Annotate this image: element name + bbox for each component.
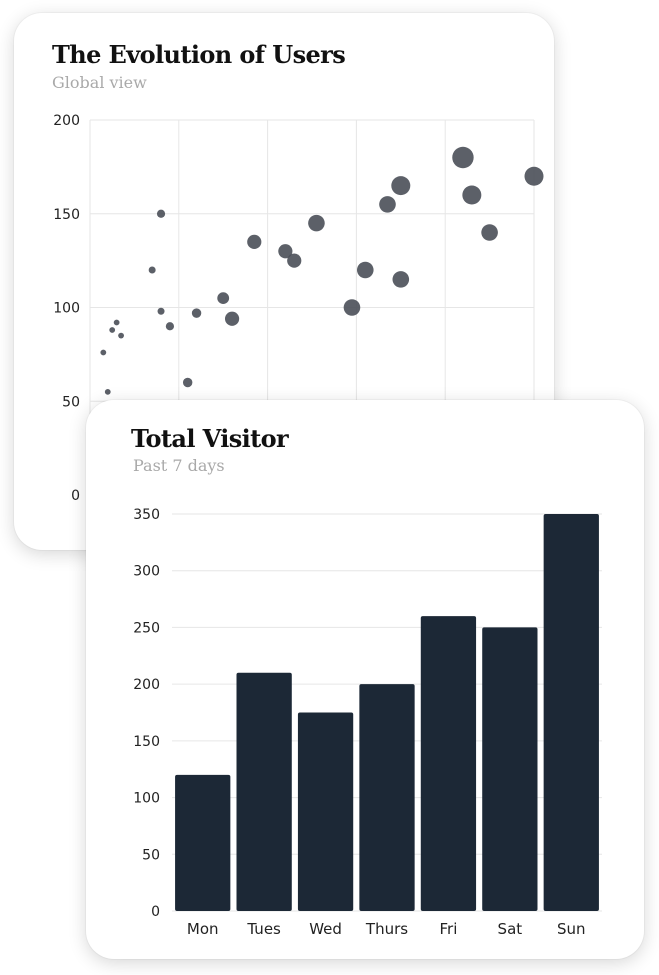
users-data-point	[452, 146, 474, 169]
visitor-y-tick-label: 150	[133, 734, 160, 750]
users-chart-title: The Evolution of Users	[52, 40, 346, 69]
users-data-point	[165, 322, 175, 331]
users-data-point	[391, 176, 411, 196]
visitor-y-tick-label: 100	[133, 791, 160, 807]
users-data-point	[287, 253, 302, 268]
visitor-bar	[236, 672, 292, 911]
visitor-x-category-label: Wed	[309, 920, 342, 938]
users-y-tick-label: 0	[71, 488, 80, 504]
visitor-bar	[420, 616, 477, 911]
users-data-point	[524, 166, 544, 186]
visitor-x-category-label: Sat	[498, 920, 523, 938]
visitor-bar	[175, 774, 231, 911]
visitor-bar-chart: 0 50 100 150 200 250 300 350 Mon Tues Wed Thurs Fri S…	[133, 507, 602, 938]
visitor-chart-card: Total Visitor Past 7 days 0 50 100 150 200 25…	[86, 400, 644, 959]
visitor-chart-subtitle: Past 7 days	[133, 456, 225, 475]
users-data-point	[462, 185, 482, 205]
visitor-x-category-label: Thurs	[365, 920, 408, 938]
visitor-y-tick-label: 300	[133, 564, 160, 580]
users-data-point	[148, 266, 156, 274]
visitor-bar	[359, 684, 415, 911]
users-data-point	[379, 196, 396, 213]
users-data-point	[278, 244, 293, 259]
users-data-point	[481, 224, 498, 241]
users-y-tick-label: 100	[53, 301, 80, 317]
visitor-x-category-label: Tues	[246, 920, 281, 938]
users-data-point	[343, 299, 361, 316]
users-y-tick-label: 200	[53, 113, 80, 129]
visitor-y-tick-label: 200	[133, 677, 160, 693]
visitor-x-category-label: Sun	[557, 920, 586, 938]
users-y-tick-label: 50	[62, 394, 80, 410]
users-data-point	[191, 308, 202, 318]
visitor-x-category-label: Fri	[439, 920, 457, 938]
users-data-point	[157, 307, 165, 315]
users-data-point	[118, 332, 124, 339]
users-data-point	[356, 261, 374, 279]
users-data-point	[113, 319, 120, 326]
users-data-point	[224, 311, 240, 326]
visitor-bar	[543, 514, 599, 911]
users-y-tick-label: 150	[53, 207, 80, 223]
users-data-point	[217, 292, 230, 305]
visitor-y-tick-label: 250	[133, 620, 160, 636]
visitor-bar	[482, 627, 538, 911]
users-data-point	[247, 234, 262, 249]
visitor-y-tick-label: 0	[151, 904, 160, 920]
visitor-x-category-label: Mon	[187, 920, 219, 938]
users-data-point	[182, 377, 193, 388]
visitor-y-tick-label: 50	[142, 847, 160, 863]
users-data-point	[104, 388, 111, 395]
users-data-point	[392, 271, 410, 288]
users-data-point	[109, 327, 116, 333]
users-data-point	[156, 209, 166, 218]
users-chart-subtitle: Global view	[52, 73, 147, 92]
users-data-point	[100, 349, 107, 356]
visitor-y-tick-label: 350	[133, 507, 160, 523]
visitor-chart-title: Total Visitor	[131, 424, 289, 453]
visitor-bar	[297, 712, 354, 911]
users-data-point	[308, 214, 325, 232]
